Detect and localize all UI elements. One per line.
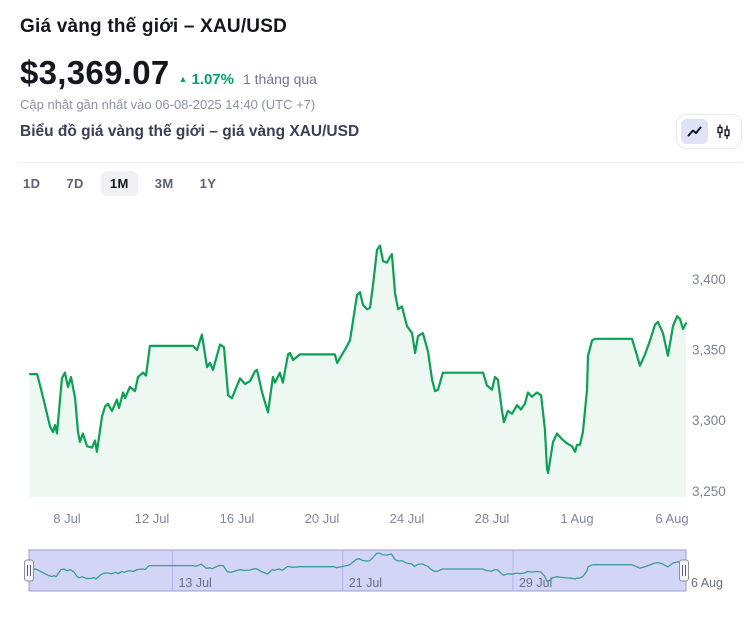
candlestick-chart-button[interactable] xyxy=(710,119,737,144)
navigator-axis-label: 13 Jul xyxy=(178,576,211,590)
last-updated-text: Cập nhật gần nhất vào 06-08-2025 14:40 (… xyxy=(20,97,316,112)
period-label: 1 tháng qua xyxy=(242,71,317,87)
navigator-end-label: 6 Aug xyxy=(691,576,723,590)
chart-header-row: Biểu đồ giá vàng thế giới – giá vàng XAU… xyxy=(20,114,742,149)
x-axis-label: 20 Jul xyxy=(305,511,340,526)
time-range-selector: 1D 7D 1M 3M 1Y xyxy=(14,171,225,196)
price-area-fill xyxy=(30,245,686,497)
x-axis-label: 12 Jul xyxy=(135,511,170,526)
main-price-chart[interactable]: 3,250 3,300 3,350 3,400 8 Jul 12 Jul 16 Jul 20 … xyxy=(0,205,750,537)
navigator-selected-range[interactable] xyxy=(28,549,687,592)
price-change: ▲ 1.07% xyxy=(179,71,234,88)
line-chart-icon xyxy=(687,126,702,137)
range-button-1y[interactable]: 1Y xyxy=(191,171,226,196)
x-axis-label: 8 Jul xyxy=(53,511,81,526)
navigator-axis-label: 21 Jul xyxy=(349,576,382,590)
price-row: $3,369.07 ▲ 1.07% 1 tháng qua xyxy=(20,54,317,92)
chart-navigator[interactable]: 13 Jul 21 Jul 29 Jul 6 Aug xyxy=(0,542,750,602)
handle-grip[interactable] xyxy=(24,559,34,582)
x-axis-label: 1 Aug xyxy=(560,511,593,526)
y-axis-label: 3,400 xyxy=(692,272,726,287)
x-axis-label: 24 Jul xyxy=(390,511,425,526)
chart-subtitle: Biểu đồ giá vàng thế giới – giá vàng XAU… xyxy=(20,122,360,140)
navigator-axis-label: 29 Jul xyxy=(519,576,552,590)
y-axis-label: 3,350 xyxy=(692,343,726,358)
page-title: Giá vàng thế giới – XAU/USD xyxy=(20,16,288,37)
change-percent: 1.07% xyxy=(191,71,234,88)
range-button-1d[interactable]: 1D xyxy=(14,171,49,196)
x-axis-label: 6 Aug xyxy=(655,511,688,526)
y-axis-label: 3,250 xyxy=(692,484,726,499)
up-arrow-icon: ▲ xyxy=(178,74,188,84)
navigator-handle-left[interactable] xyxy=(24,559,34,582)
current-price: $3,369.07 xyxy=(20,54,170,91)
x-axis-label: 28 Jul xyxy=(475,511,510,526)
chart-type-toggle xyxy=(676,114,742,149)
range-button-3m[interactable]: 3M xyxy=(146,171,183,196)
handle-grip[interactable] xyxy=(679,559,689,582)
x-axis-label: 16 Jul xyxy=(220,511,255,526)
navigator-line-series xyxy=(29,552,687,583)
price-line-series xyxy=(28,244,688,475)
section-divider xyxy=(20,162,742,163)
y-axis-label: 3,300 xyxy=(692,413,726,428)
line-chart-button[interactable] xyxy=(681,119,708,144)
range-button-7d[interactable]: 7D xyxy=(57,171,92,196)
candlestick-icon xyxy=(717,124,730,139)
range-button-1m[interactable]: 1M xyxy=(100,171,138,196)
navigator-handle-right[interactable] xyxy=(679,559,689,582)
